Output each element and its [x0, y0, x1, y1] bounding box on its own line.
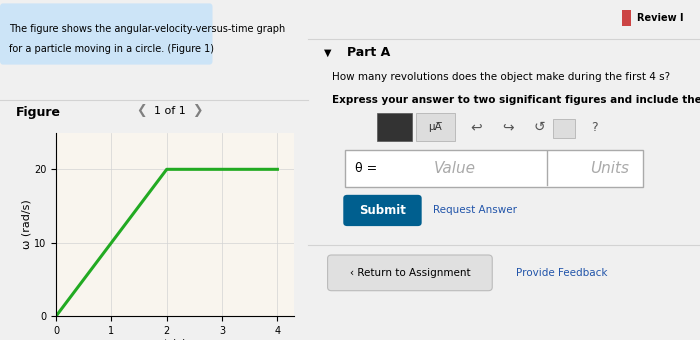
Text: ↩: ↩ — [470, 120, 482, 134]
Text: ❯: ❯ — [192, 104, 202, 117]
Text: Value: Value — [433, 161, 475, 176]
Text: ▼: ▼ — [323, 48, 331, 58]
Text: ↺: ↺ — [533, 120, 545, 134]
Text: ↪: ↪ — [502, 120, 514, 134]
Text: Submit: Submit — [359, 204, 406, 217]
FancyBboxPatch shape — [622, 10, 631, 26]
FancyBboxPatch shape — [328, 255, 492, 291]
Text: Figure: Figure — [15, 106, 60, 119]
FancyBboxPatch shape — [416, 113, 455, 141]
FancyBboxPatch shape — [0, 3, 213, 65]
Text: for a particle moving in a circle. (Figure 1): for a particle moving in a circle. (Figu… — [9, 44, 214, 54]
Y-axis label: ω (rad/s): ω (rad/s) — [21, 200, 31, 249]
X-axis label: t (s): t (s) — [164, 339, 186, 340]
Text: Part A: Part A — [347, 46, 391, 59]
FancyBboxPatch shape — [553, 119, 575, 138]
Text: 1 of 1: 1 of 1 — [153, 106, 186, 116]
FancyBboxPatch shape — [345, 150, 643, 187]
Text: μA̅: μA̅ — [428, 122, 442, 132]
Text: The figure shows the angular-velocity-versus-time graph: The figure shows the angular-velocity-ve… — [9, 24, 286, 34]
Text: Express your answer to two significant figures and include the appropriate units: Express your answer to two significant f… — [332, 95, 700, 105]
Text: How many revolutions does the object make during the first 4 s?: How many revolutions does the object mak… — [332, 71, 670, 82]
Text: Units: Units — [590, 161, 629, 176]
FancyBboxPatch shape — [377, 113, 412, 141]
Text: ❮: ❮ — [136, 104, 147, 117]
Text: ?: ? — [591, 121, 598, 134]
Text: Request Answer: Request Answer — [433, 205, 517, 216]
Text: ‹ Return to Assignment: ‹ Return to Assignment — [349, 268, 470, 278]
Text: Provide Feedback: Provide Feedback — [516, 268, 608, 278]
Text: Review I: Review I — [637, 13, 684, 23]
Text: θ =: θ = — [355, 162, 377, 175]
FancyBboxPatch shape — [343, 195, 421, 226]
